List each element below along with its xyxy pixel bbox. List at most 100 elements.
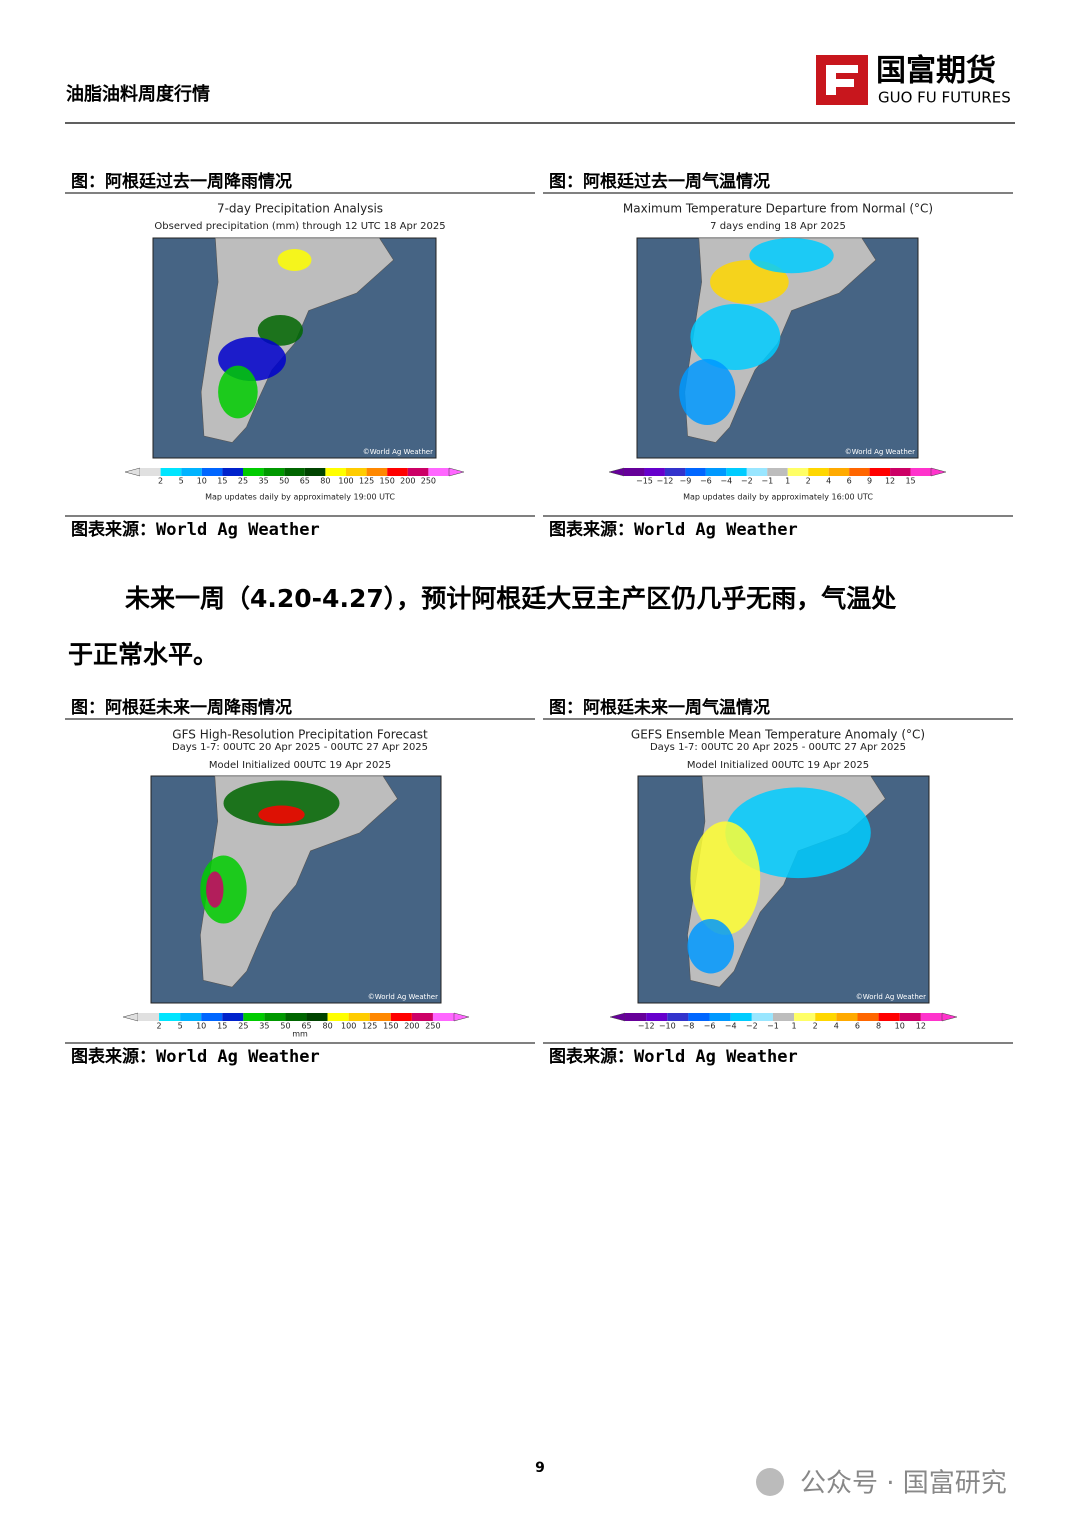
map-shading — [687, 919, 735, 974]
colorbar-segment — [285, 1013, 307, 1021]
colorbar-label: 80 — [320, 477, 330, 486]
colorbar-segment — [920, 1013, 942, 1021]
colorbar-label: 4 — [826, 477, 831, 486]
colorbar-label: 1 — [792, 1022, 797, 1031]
colorbar-segment — [624, 468, 645, 476]
watermark: 公众号 · 国富研究 — [800, 1469, 1007, 1499]
colorbar-end — [608, 467, 625, 477]
colorbar-label: 2 — [813, 1022, 818, 1031]
colorbar-segment — [138, 1013, 160, 1021]
colorbar-label: −8 — [683, 1022, 695, 1031]
map-shading — [206, 871, 224, 908]
colorbar-segment — [160, 468, 182, 476]
colorbar-label: −1 — [767, 1022, 779, 1031]
colorbar-label: 25 — [238, 1022, 248, 1031]
map-credit: ©World Ag Weather — [845, 448, 915, 456]
colorbar-segment — [664, 468, 686, 476]
map-footnote: mm — [292, 1030, 308, 1039]
colorbar-segment — [646, 1013, 668, 1021]
colorbar-segment — [836, 1013, 858, 1021]
colorbar-end — [122, 1012, 139, 1022]
colorbar-segment — [878, 1013, 900, 1021]
colorbar-segment — [705, 468, 727, 476]
colorbar-segment — [709, 1013, 731, 1021]
colorbar-segment — [726, 468, 747, 476]
colorbar-segment — [180, 1013, 202, 1021]
map-shading — [218, 365, 258, 419]
colorbar-segment — [304, 468, 326, 476]
colorbar-label: 2 — [158, 477, 163, 486]
colorbar-segment — [849, 468, 870, 476]
colorbar-segment — [201, 1013, 223, 1021]
colorbar-segment — [808, 468, 829, 476]
map-title: GEFS Ensemble Mean Temperature Anomaly (… — [631, 728, 925, 742]
colorbar-label: −2 — [741, 477, 753, 486]
colorbar-label: 200 — [404, 1022, 419, 1031]
colorbar-segment — [263, 468, 285, 476]
map-title: Model Initialized 00UTC 19 Apr 2025 — [687, 760, 869, 771]
colorbar-end — [448, 467, 465, 477]
colorbar-segment — [327, 1013, 349, 1021]
colorbar-segment — [222, 468, 243, 476]
map-title: Model Initialized 00UTC 19 Apr 2025 — [209, 760, 391, 771]
logo-en: GUO FU FUTURES — [878, 89, 1011, 107]
map-shading — [710, 260, 789, 304]
colorbar-segment — [346, 468, 367, 476]
colorbar-end — [453, 1012, 470, 1022]
colorbar-segment — [428, 468, 449, 476]
colorbar-end — [609, 1012, 626, 1022]
colorbar-segment — [306, 1013, 328, 1021]
map-shading — [725, 787, 871, 879]
colorbar-label: 2 — [157, 1022, 162, 1031]
figure-caption: 图：阿根廷未来一周降雨情况 — [71, 697, 292, 718]
colorbar-segment — [667, 1013, 689, 1021]
colorbar-label: 250 — [425, 1022, 440, 1031]
colorbar-segment — [243, 468, 264, 476]
colorbar-label: 100 — [341, 1022, 356, 1031]
wechat-icon — [756, 1468, 784, 1496]
colorbar-segment — [264, 1013, 286, 1021]
colorbar-segment — [411, 1013, 433, 1021]
colorbar-label: 50 — [280, 1022, 290, 1031]
map-shading — [690, 821, 761, 935]
colorbar-segment — [794, 1013, 816, 1021]
colorbar-segment — [828, 468, 850, 476]
map-title: Days 1-7: 00UTC 20 Apr 2025 - 00UTC 27 A… — [650, 742, 906, 753]
map-shading — [749, 238, 834, 274]
colorbar-segment — [890, 468, 911, 476]
figure-source: 图表来源：World Ag Weather — [549, 519, 798, 540]
colorbar-segment — [159, 1013, 181, 1021]
map-shading — [223, 780, 340, 826]
colorbar-segment — [787, 468, 809, 476]
colorbar-segment — [325, 468, 346, 476]
colorbar-label: 5 — [178, 1022, 183, 1031]
map-credit: ©World Ag Weather — [856, 993, 926, 1001]
colorbar-segment — [772, 1013, 795, 1021]
colorbar-segment — [857, 1013, 879, 1021]
figure-source: 图表来源：World Ag Weather — [549, 1046, 798, 1067]
figure-caption: 图：阿根廷未来一周气温情况 — [549, 697, 770, 718]
colorbar-label: 9 — [867, 477, 872, 486]
map-title: 7 days ending 18 Apr 2025 — [710, 221, 846, 232]
colorbar-label: −2 — [746, 1022, 758, 1031]
figure-source: 图表来源：World Ag Weather — [71, 1046, 320, 1067]
colorbar-label: 150 — [380, 477, 395, 486]
colorbar-segment — [284, 468, 305, 476]
header-title: 油脂油料周度行情 — [66, 83, 210, 105]
colorbar-end — [930, 467, 947, 477]
colorbar-segment — [390, 1013, 412, 1021]
paragraph-line: 未来一周（4.20-4.27），预计阿根廷大豆主产区仍几乎无雨，气温处 — [125, 584, 896, 613]
figure-source: 图表来源：World Ag Weather — [71, 519, 320, 540]
colorbar-label: 65 — [301, 1022, 311, 1031]
colorbar-label: 10 — [196, 1022, 206, 1031]
map-shading — [690, 304, 781, 370]
colorbar-label: −12 — [656, 477, 673, 486]
colorbar-label: 65 — [300, 477, 310, 486]
map-credit: ©World Ag Weather — [368, 993, 438, 1001]
paragraph-line: 于正常水平。 — [68, 640, 218, 669]
figure-caption: 图：阿根廷过去一周降雨情况 — [71, 171, 292, 192]
colorbar-label: −1 — [761, 477, 773, 486]
map-title: GFS High-Resolution Precipitation Foreca… — [172, 728, 428, 742]
colorbar-segment — [432, 1013, 454, 1021]
map-credit: ©World Ag Weather — [363, 448, 433, 456]
